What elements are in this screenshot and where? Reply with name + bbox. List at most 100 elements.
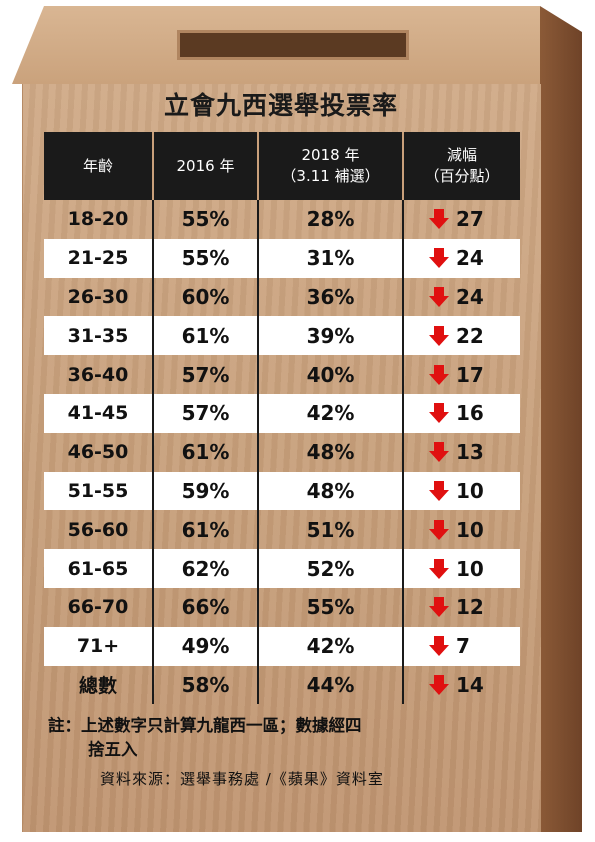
header-drop-sublabel: （百分點） bbox=[424, 167, 500, 185]
cell-2016: 60% bbox=[152, 277, 257, 317]
header-age-label: 年齡 bbox=[82, 156, 113, 175]
down-arrow-icon bbox=[429, 248, 449, 269]
cell-age: 21-25 bbox=[67, 247, 129, 270]
cell-drop: 10 bbox=[402, 549, 518, 588]
down-arrow-icon bbox=[429, 674, 449, 695]
down-arrow-icon bbox=[429, 325, 449, 346]
table-row: 31-35 61% 39% 22 bbox=[44, 316, 520, 356]
cell-drop: 27 bbox=[402, 200, 518, 239]
cell-age: 18-20 bbox=[67, 208, 129, 231]
cell-2018: 28% bbox=[257, 200, 402, 239]
cell-drop-value: 10 bbox=[456, 556, 484, 581]
cell-age: 31-35 bbox=[67, 324, 129, 347]
cell-2016: 61% bbox=[152, 316, 257, 356]
footnote-line1: 註：上述數字只計算九龍西一區；數據經四 bbox=[48, 716, 362, 735]
cell-2018: 55% bbox=[257, 587, 402, 627]
cell-2016: 59% bbox=[152, 471, 257, 511]
table-row: 71+ 49% 42% 7 bbox=[44, 626, 520, 666]
cell-drop: 13 bbox=[402, 432, 518, 472]
table-row: 66-70 66% 55% 12 bbox=[44, 587, 520, 627]
cell-age: 66-70 bbox=[67, 596, 129, 619]
cell-age: 61-65 bbox=[67, 557, 129, 580]
down-arrow-icon bbox=[429, 480, 449, 501]
cell-age: 46-50 bbox=[67, 441, 129, 464]
ballot-box-front bbox=[22, 84, 541, 832]
cell-age: 26-30 bbox=[67, 285, 129, 308]
cell-drop-value: 12 bbox=[456, 595, 484, 620]
down-arrow-icon bbox=[429, 286, 449, 307]
table-row: 46-50 61% 48% 13 bbox=[44, 432, 520, 472]
footnote: 註：上述數字只計算九龍西一區；數據經四 捨五入 bbox=[48, 714, 526, 762]
table-row: 56-60 61% 51% 10 bbox=[44, 510, 520, 550]
header-age: 年齡 bbox=[44, 132, 154, 200]
cell-drop: 17 bbox=[402, 355, 518, 394]
cell-drop-value: 24 bbox=[456, 246, 484, 271]
cell-drop-value: 22 bbox=[456, 323, 484, 348]
table-body: 18-20 55% 28% 27 21-25 55% 31% 24 26-30 60% 36% 24 3… bbox=[44, 200, 520, 705]
cell-2016: 55% bbox=[152, 238, 257, 278]
cell-2018: 31% bbox=[257, 238, 402, 278]
cell-age: 56-60 bbox=[67, 518, 129, 541]
cell-drop-value: 13 bbox=[456, 440, 484, 465]
cell-2018: 42% bbox=[257, 393, 402, 433]
page-title: 立會九西選舉投票率 bbox=[163, 91, 398, 120]
cell-2016: 57% bbox=[152, 393, 257, 433]
cell-2018: 39% bbox=[257, 316, 402, 356]
down-arrow-icon bbox=[429, 364, 449, 385]
footnote-line2: 捨五入 bbox=[88, 740, 138, 759]
cell-drop-value: 16 bbox=[456, 401, 484, 426]
cell-drop: 12 bbox=[402, 587, 518, 627]
cell-drop-value: 14 bbox=[456, 672, 484, 697]
cell-2016: 66% bbox=[152, 587, 257, 627]
cell-drop-value: 10 bbox=[456, 478, 484, 503]
cell-2018: 44% bbox=[257, 665, 402, 705]
header-2018-label: 2018 年 bbox=[301, 146, 360, 164]
cell-2018: 51% bbox=[257, 510, 402, 550]
cell-2018: 42% bbox=[257, 626, 402, 666]
cell-age: 51-55 bbox=[67, 479, 129, 502]
cell-drop-value: 17 bbox=[456, 362, 484, 387]
cell-age: 36-40 bbox=[67, 363, 129, 386]
cell-drop: 24 bbox=[402, 277, 518, 317]
header-2018: 2018 年 （3.11 補選） bbox=[259, 132, 404, 200]
table-row: 36-40 57% 40% 17 bbox=[44, 355, 520, 394]
cell-2016: 57% bbox=[152, 355, 257, 394]
down-arrow-icon bbox=[429, 442, 449, 463]
cell-2018: 40% bbox=[257, 355, 402, 394]
down-arrow-icon bbox=[429, 519, 449, 540]
header-drop: 減幅 （百分點） bbox=[404, 132, 520, 200]
cell-2018: 52% bbox=[257, 549, 402, 588]
cell-age: 41-45 bbox=[67, 402, 129, 425]
cell-2016: 62% bbox=[152, 549, 257, 588]
header-2016-label: 2016 年 bbox=[176, 156, 235, 175]
ballot-box-side bbox=[540, 6, 582, 832]
cell-2018: 48% bbox=[257, 432, 402, 472]
cell-drop-value: 24 bbox=[456, 284, 484, 309]
cell-2018: 48% bbox=[257, 471, 402, 511]
cell-drop: 7 bbox=[402, 626, 518, 666]
cell-drop-value: 7 bbox=[456, 634, 470, 659]
cell-2016: 61% bbox=[152, 432, 257, 472]
table-header: 年齡 2016 年 2018 年 （3.11 補選） 減幅 （百分點） bbox=[44, 132, 520, 200]
header-2016: 2016 年 bbox=[154, 132, 259, 200]
cell-2018: 36% bbox=[257, 277, 402, 317]
cell-2016: 49% bbox=[152, 626, 257, 666]
down-arrow-icon bbox=[429, 558, 449, 579]
down-arrow-icon bbox=[429, 597, 449, 618]
cell-drop: 10 bbox=[402, 510, 518, 550]
cell-drop: 10 bbox=[402, 471, 518, 511]
cell-2016: 61% bbox=[152, 510, 257, 550]
table-row: 總數 58% 44% 14 bbox=[44, 665, 520, 705]
table-row: 51-55 59% 48% 10 bbox=[44, 471, 520, 511]
table-row: 61-65 62% 52% 10 bbox=[44, 549, 520, 588]
table-row: 18-20 55% 28% 27 bbox=[44, 200, 520, 239]
cell-drop: 24 bbox=[402, 238, 518, 278]
cell-drop: 16 bbox=[402, 393, 518, 433]
cell-2016: 58% bbox=[152, 665, 257, 705]
table-row: 21-25 55% 31% 24 bbox=[44, 238, 520, 278]
down-arrow-icon bbox=[429, 403, 449, 424]
cell-age: 總數 bbox=[78, 675, 117, 698]
cell-2016: 55% bbox=[152, 200, 257, 239]
ballot-slot bbox=[177, 30, 409, 60]
table-row: 41-45 57% 42% 16 bbox=[44, 393, 520, 433]
